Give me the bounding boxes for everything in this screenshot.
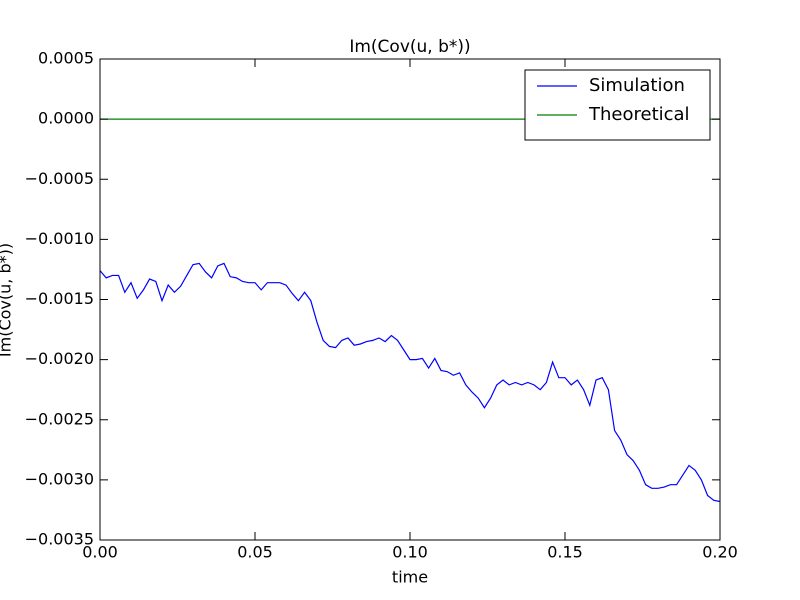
x-axis-label: time (392, 568, 428, 587)
x-tick-label: 0.00 (82, 543, 118, 562)
y-tick-label: −0.0025 (25, 409, 94, 428)
y-tick-label: −0.0035 (25, 530, 94, 549)
y-tick-label: −0.0005 (25, 169, 94, 188)
y-axis-label: Im(Cov(u, b*)) (0, 243, 15, 357)
y-tick-label: −0.0020 (25, 349, 94, 368)
plot-frame (99, 58, 721, 541)
y-tick-label: −0.0010 (25, 229, 94, 248)
y-tick-label: −0.0015 (25, 289, 94, 308)
chart-title: Im(Cov(u, b*)) (349, 37, 470, 57)
legend-box (524, 69, 711, 141)
legend-label: Simulation (589, 75, 685, 96)
line-series (99, 262, 721, 503)
x-tick-label: 0.20 (702, 543, 738, 562)
y-tick-label: 0.0000 (38, 109, 94, 128)
y-tick-label: −0.0030 (25, 469, 94, 488)
legend-label: Theoretical (588, 104, 690, 125)
y-tick-label: 0.0005 (38, 49, 94, 68)
x-tick-label: 0.05 (237, 543, 273, 562)
x-tick-label: 0.15 (547, 543, 583, 562)
x-tick-label: 0.10 (392, 543, 428, 562)
